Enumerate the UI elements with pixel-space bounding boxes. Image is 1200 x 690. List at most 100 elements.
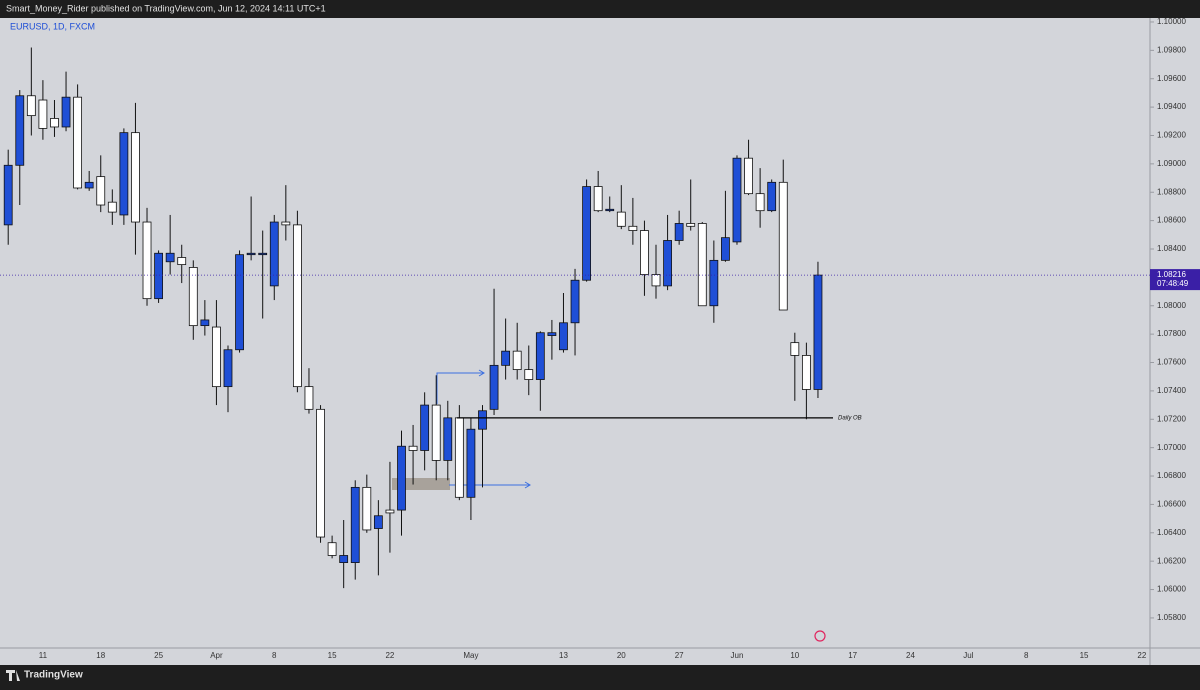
candle-body <box>373 515 383 529</box>
candle-body <box>559 322 568 351</box>
candle-body <box>350 486 360 563</box>
candle-body <box>721 237 730 261</box>
candle-body <box>755 193 765 212</box>
candle-body <box>385 509 395 514</box>
y-tick-label: 1.09400 <box>1157 102 1186 111</box>
last-price-box <box>1150 269 1200 291</box>
candle-body <box>362 486 372 531</box>
y-tick-label: 1.06200 <box>1157 556 1186 565</box>
candle-body <box>327 542 337 556</box>
candle-body <box>223 349 233 388</box>
candle-body <box>616 211 626 227</box>
y-tick-label: 1.08000 <box>1157 301 1186 310</box>
footer-bar <box>0 665 1200 685</box>
candle-body <box>674 223 684 241</box>
x-tick-label: 17 <box>848 651 857 660</box>
candle-body <box>640 230 649 275</box>
candle-body <box>478 410 487 430</box>
candle-body <box>246 252 256 256</box>
candle-body <box>38 99 48 129</box>
candle-body <box>801 355 811 390</box>
x-tick-label: May <box>463 651 478 660</box>
candle-body <box>813 274 823 390</box>
x-tick-label: 15 <box>328 651 337 660</box>
candle-body <box>50 118 59 128</box>
arrow <box>436 369 485 404</box>
countdown: 07:48:49 <box>1157 279 1189 288</box>
candle-body <box>524 369 534 380</box>
x-tick-label: 13 <box>559 651 568 660</box>
x-tick-label: 27 <box>675 651 684 660</box>
candle-body <box>466 428 476 498</box>
candle-body <box>269 221 279 287</box>
candle-body <box>686 223 696 227</box>
y-tick-label: 1.06400 <box>1157 528 1186 537</box>
y-tick-label: 1.07200 <box>1157 414 1186 423</box>
candle-body <box>154 252 163 300</box>
candle-body <box>235 254 244 351</box>
candle-body <box>512 350 522 371</box>
candle-body <box>304 386 314 410</box>
brand-logo <box>6 670 20 681</box>
candle-body <box>420 404 430 451</box>
candle-body <box>212 326 221 388</box>
x-tick-label: 15 <box>1080 651 1089 660</box>
zone-box <box>392 478 450 490</box>
x-tick-label: 8 <box>272 651 277 660</box>
candle-body <box>443 417 453 461</box>
header-bar <box>0 0 1200 18</box>
x-tick-label: 25 <box>154 651 163 660</box>
candle-body <box>339 555 349 563</box>
candle-body <box>697 223 707 307</box>
x-tick-label: 22 <box>385 651 394 660</box>
candle-body <box>628 225 638 231</box>
candle-body <box>131 132 140 223</box>
x-tick-label: 11 <box>39 651 48 660</box>
candle-body <box>408 445 418 451</box>
candle-body <box>593 186 603 212</box>
candle-body <box>200 319 210 327</box>
candle-body <box>744 157 753 195</box>
candle-body <box>489 364 499 410</box>
candle-body <box>454 417 464 498</box>
candle-body <box>732 157 742 243</box>
brand-name: TradingView <box>24 670 83 681</box>
candle-body <box>709 259 719 307</box>
y-tick-label: 1.08600 <box>1157 216 1186 225</box>
candle-body <box>431 404 441 461</box>
candle-body <box>119 132 129 216</box>
candle-body <box>281 221 291 226</box>
candle-body <box>165 252 175 263</box>
event-icon[interactable] <box>814 630 826 642</box>
candle-body <box>3 164 13 226</box>
y-tick-label: 1.09600 <box>1157 74 1186 83</box>
candle-body <box>547 332 557 336</box>
y-tick-label: 1.06000 <box>1157 585 1186 594</box>
candle-body <box>316 408 325 538</box>
y-tick-label: 1.06600 <box>1157 500 1186 509</box>
candle-body <box>570 279 580 324</box>
candle-body <box>582 186 591 281</box>
y-tick-label: 1.07000 <box>1157 443 1186 452</box>
y-tick-label: 1.06800 <box>1157 471 1186 480</box>
candle-body <box>188 267 198 327</box>
candle-body <box>790 342 800 356</box>
x-tick-label: 24 <box>906 651 915 660</box>
x-tick-label: 8 <box>1024 651 1029 660</box>
x-tick-label: Jul <box>963 651 973 660</box>
candle-body <box>778 181 788 311</box>
y-tick-label: 1.08400 <box>1157 244 1186 253</box>
candle-body <box>258 252 268 256</box>
x-tick-label: Apr <box>210 651 223 660</box>
y-tick-label: 1.07800 <box>1157 329 1186 338</box>
candle-body <box>651 274 661 287</box>
candle-body <box>84 181 94 189</box>
price-axis <box>1150 18 1200 665</box>
x-tick-label: Jun <box>731 651 744 660</box>
candle-body <box>663 240 672 287</box>
candle-body <box>73 96 83 189</box>
symbol-title: EURUSD, 1D, FXCM <box>10 21 95 31</box>
y-tick-label: 1.10000 <box>1157 17 1186 26</box>
